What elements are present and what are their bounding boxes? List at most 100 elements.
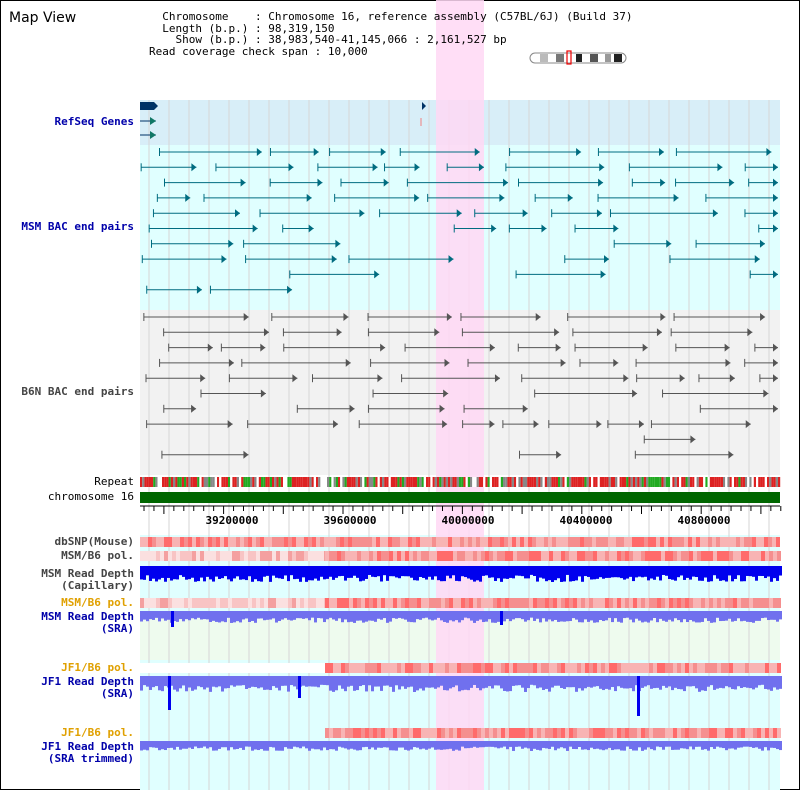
track-label-msm-depth-sra[interactable]: MSM Read Depth (SRA)	[41, 610, 134, 635]
polymorphism-bin	[333, 663, 337, 673]
polymorphism-bin	[681, 728, 685, 738]
repeat-mark	[393, 477, 396, 487]
track-label-dbsnp[interactable]: dbSNP(Mouse)	[54, 535, 134, 548]
polymorphism-bin	[537, 663, 541, 673]
repeat-mark	[397, 477, 400, 487]
read-depth-bin	[434, 741, 437, 750]
b6n-bac-pair-end	[660, 313, 666, 321]
read-depth-bin	[587, 741, 590, 751]
polymorphism-bin	[373, 728, 377, 738]
b6n-bac-pair-end	[725, 358, 731, 367]
repeat-mark	[760, 477, 763, 487]
polymorphism-bin	[276, 537, 280, 547]
msm-bac-pair-end	[306, 193, 312, 202]
read-depth-bin	[158, 611, 161, 622]
read-depth-bin	[200, 566, 203, 578]
read-depth-bin	[719, 676, 722, 688]
polymorphism-bin	[485, 551, 489, 561]
polymorphism-bin	[349, 728, 353, 738]
read-depth-bin	[635, 741, 638, 751]
repeat-mark	[201, 477, 204, 487]
read-depth-bin	[665, 741, 668, 747]
repeat-mark	[448, 477, 451, 487]
repeat-mark	[166, 477, 169, 487]
read-depth-bin	[392, 741, 395, 751]
read-depth-bin	[164, 566, 167, 582]
msm-bac-pair-end	[599, 163, 605, 172]
polymorphism-bin	[577, 663, 581, 673]
read-depth-bin	[221, 741, 224, 748]
read-depth-bin	[161, 611, 164, 619]
polymorphism-bin	[689, 663, 693, 673]
read-depth-bin	[689, 676, 692, 687]
read-depth-bin	[155, 741, 158, 748]
read-depth-bin	[494, 611, 497, 623]
read-depth-bin	[149, 741, 152, 748]
track-label-msm-b6-pol-2[interactable]: MSM/B6 pol.	[61, 596, 134, 609]
track-label-msm-b6-pol-1[interactable]: MSM/B6 pol.	[61, 549, 134, 562]
repeat-mark	[775, 477, 778, 487]
read-depth-bin	[269, 741, 272, 747]
track-label-refseq-genes[interactable]: RefSeq Genes	[54, 115, 134, 128]
repeat-mark	[384, 477, 387, 487]
read-depth-bin	[500, 741, 503, 748]
repeat-mark	[694, 477, 697, 487]
repeat-mark	[654, 477, 657, 487]
repeat-mark	[582, 477, 585, 487]
b6n-bac-pair-end	[260, 343, 266, 352]
read-depth-bin	[341, 611, 344, 623]
b6n-bac-pair-end	[679, 374, 685, 383]
track-label-b6n-bac[interactable]: B6N BAC end pairs	[21, 385, 134, 398]
polymorphism-bin	[745, 663, 749, 673]
read-depth-bin	[260, 741, 263, 750]
read-depth-bin	[473, 566, 476, 582]
polymorphism-bin	[721, 663, 725, 673]
repeat-mark	[247, 477, 250, 487]
read-depth-bin	[533, 676, 536, 686]
polymorphism-bin	[405, 663, 409, 673]
read-depth-bin	[242, 566, 245, 580]
repeat-mark	[465, 477, 468, 487]
read-depth-bin	[185, 676, 188, 692]
read-depth-bin	[689, 741, 692, 747]
read-depth-bin	[458, 741, 461, 751]
repeat-mark	[533, 477, 536, 487]
read-depth-bin	[479, 741, 482, 748]
polymorphism-bin	[501, 598, 505, 608]
polymorphism-bin	[304, 537, 308, 547]
polymorphism-bin	[409, 598, 413, 608]
polymorphism-bin	[665, 598, 669, 608]
read-depth-bin	[539, 676, 542, 688]
read-depth-bin	[545, 741, 548, 749]
read-depth-bin	[602, 566, 605, 579]
track-label-jf1-b6-pol-1[interactable]: JF1/B6 pol.	[61, 661, 134, 674]
read-depth-bin	[737, 611, 740, 619]
msm-bac-pair-end	[766, 148, 772, 156]
read-depth-bin	[203, 611, 206, 620]
track-label-jf1-b6-pol-2[interactable]: JF1/B6 pol.	[61, 726, 134, 739]
repeat-mark	[441, 477, 444, 487]
polymorphism-bin	[168, 598, 172, 608]
repeat-mark	[520, 477, 523, 487]
read-depth-bin	[302, 676, 305, 686]
read-depth-bin	[740, 611, 743, 622]
read-depth-bin	[221, 566, 224, 579]
read-depth-bin	[221, 611, 224, 622]
read-depth-bin	[599, 566, 602, 578]
track-label-jf1-depth-trimmed[interactable]: JF1 Read Depth (SRA trimmed)	[41, 740, 134, 765]
read-depth-bin	[596, 611, 599, 623]
repeat-mark	[309, 477, 312, 487]
repeat-mark	[516, 477, 519, 487]
track-label-msm-depth-capillary[interactable]: MSM Read Depth (Capillary)	[41, 567, 134, 592]
msm-bac-pair-end	[773, 193, 778, 202]
read-depth-bin	[431, 566, 434, 580]
track-label-jf1-depth-sra[interactable]: JF1 Read Depth (SRA)	[41, 675, 134, 700]
read-depth-bin	[569, 741, 572, 747]
read-depth-bin	[446, 611, 449, 623]
read-depth-bin	[461, 676, 464, 691]
read-depth-bin	[578, 611, 581, 623]
track-label-msm-bac[interactable]: MSM BAC end pairs	[21, 220, 134, 233]
read-depth-bin	[551, 611, 554, 622]
polymorphism-bin	[401, 663, 405, 673]
